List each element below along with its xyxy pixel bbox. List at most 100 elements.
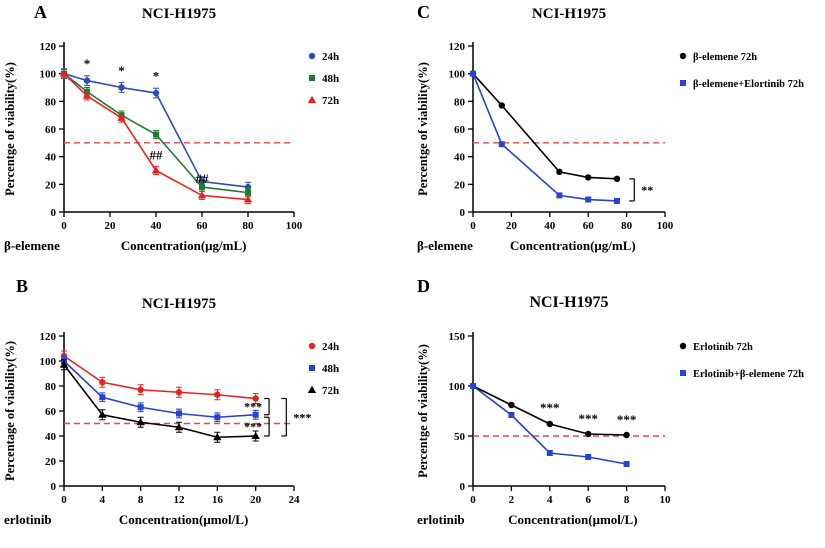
panel-letter-b: B bbox=[16, 276, 29, 296]
svg-text:erlotinib: erlotinib bbox=[417, 512, 465, 527]
svg-text:80: 80 bbox=[454, 96, 466, 108]
svg-text:50: 50 bbox=[454, 431, 466, 443]
svg-text:120: 120 bbox=[40, 41, 57, 53]
svg-text:Percentage of viability(%): Percentage of viability(%) bbox=[3, 341, 17, 481]
chart-panel-b: 0 20 40 60 80 100 120 0 4 8 12 16 20 24 Percentage of … bbox=[3, 331, 339, 527]
panel-C: C NCI-H1975 0 20 40 60 80 100 120 0 20 40 60 80 100 P… bbox=[413, 0, 825, 274]
panel-B: B NCI-H1975 0 20 40 60 80 100 120 0 4 8 12 16 20 24 Pe… bbox=[0, 274, 412, 548]
svg-text:β-elemene: β-elemene bbox=[417, 238, 473, 253]
svg-text:20: 20 bbox=[45, 179, 57, 191]
svg-text:100: 100 bbox=[286, 220, 303, 232]
svg-text:8: 8 bbox=[624, 494, 630, 506]
svg-text:10: 10 bbox=[660, 494, 672, 506]
svg-text:0: 0 bbox=[61, 220, 67, 232]
svg-text:100: 100 bbox=[657, 220, 674, 232]
panel-D: D NCI-H1975 0 50 100 150 0 2 4 6 8 10 Percentge of… bbox=[413, 274, 825, 548]
svg-text:***: *** bbox=[244, 420, 262, 434]
svg-text:20: 20 bbox=[506, 220, 518, 232]
svg-text:0: 0 bbox=[51, 481, 57, 493]
svg-text:48h: 48h bbox=[322, 73, 339, 85]
svg-text:β-elemene 72h: β-elemene 72h bbox=[693, 52, 757, 63]
svg-text:0: 0 bbox=[61, 494, 67, 506]
svg-text:***: *** bbox=[244, 400, 262, 414]
svg-text:β-elemene+Elortinib 72h: β-elemene+Elortinib 72h bbox=[693, 79, 804, 90]
svg-text:60: 60 bbox=[197, 220, 209, 232]
svg-text:0: 0 bbox=[460, 481, 466, 493]
chart-panel-c: 0 20 40 60 80 100 120 0 20 40 60 80 100 Percentge of … bbox=[416, 41, 804, 253]
panel-letter-a: A bbox=[34, 2, 47, 22]
svg-text:Erlotinib 72h: Erlotinib 72h bbox=[693, 342, 753, 353]
svg-text:48h: 48h bbox=[322, 363, 339, 375]
svg-text:2: 2 bbox=[509, 494, 515, 506]
svg-text:20: 20 bbox=[454, 179, 466, 191]
panel-title-b: NCI-H1975 bbox=[141, 296, 217, 312]
svg-text:100: 100 bbox=[40, 69, 57, 81]
svg-text:*: * bbox=[153, 69, 160, 84]
svg-text:40: 40 bbox=[45, 152, 57, 164]
svg-text:Erlotinib+β-elemene 72h: Erlotinib+β-elemene 72h bbox=[693, 369, 804, 380]
svg-text:24: 24 bbox=[289, 494, 301, 506]
svg-text:Percentge of viability(%): Percentge of viability(%) bbox=[3, 62, 17, 196]
svg-text:Concentration(μg/mL): Concentration(μg/mL) bbox=[510, 238, 636, 253]
svg-text:60: 60 bbox=[45, 406, 57, 418]
svg-text:4: 4 bbox=[100, 494, 106, 506]
svg-text:Concentration(μmol/L): Concentration(μmol/L) bbox=[119, 512, 248, 527]
svg-text:***: *** bbox=[540, 400, 560, 415]
svg-text:80: 80 bbox=[621, 220, 633, 232]
svg-text:Concentration(μg/mL): Concentration(μg/mL) bbox=[121, 238, 247, 253]
svg-text:80: 80 bbox=[45, 381, 57, 393]
svg-text:60: 60 bbox=[45, 124, 57, 136]
svg-text:*: * bbox=[84, 56, 91, 71]
panel-title-c: NCI-H1975 bbox=[531, 6, 607, 22]
svg-text:100: 100 bbox=[449, 381, 466, 393]
svg-text:80: 80 bbox=[45, 96, 57, 108]
svg-text:16: 16 bbox=[212, 494, 224, 506]
svg-text:40: 40 bbox=[454, 152, 466, 164]
svg-text:120: 120 bbox=[449, 41, 466, 53]
svg-text:0: 0 bbox=[470, 494, 476, 506]
svg-text:24h: 24h bbox=[322, 51, 339, 63]
svg-text:24h: 24h bbox=[322, 341, 339, 353]
svg-text:***: *** bbox=[293, 410, 311, 424]
svg-text:80: 80 bbox=[243, 220, 255, 232]
svg-text:0: 0 bbox=[470, 220, 476, 232]
chart-panel-a: 0 20 40 60 80 100 120 0 20 40 60 80 100 Percentge of … bbox=[3, 41, 339, 253]
svg-text:8: 8 bbox=[138, 494, 144, 506]
svg-text:20: 20 bbox=[250, 494, 262, 506]
svg-text:40: 40 bbox=[151, 220, 163, 232]
svg-text:Concentration(μmol/L): Concentration(μmol/L) bbox=[508, 512, 637, 527]
svg-text:72h: 72h bbox=[322, 95, 339, 107]
svg-text:β-elemene: β-elemene bbox=[4, 238, 60, 253]
panel-title-a: NCI-H1975 bbox=[141, 6, 217, 22]
svg-text:##: ## bbox=[196, 171, 210, 186]
svg-text:72h: 72h bbox=[322, 385, 339, 397]
svg-text:6: 6 bbox=[585, 494, 591, 506]
svg-text:150: 150 bbox=[449, 331, 466, 343]
svg-text:##: ## bbox=[150, 147, 164, 162]
panel-letter-d: D bbox=[417, 276, 430, 296]
svg-text:*: * bbox=[118, 63, 125, 78]
svg-text:4: 4 bbox=[547, 494, 553, 506]
svg-text:40: 40 bbox=[544, 220, 556, 232]
svg-text:**: ** bbox=[641, 183, 653, 197]
chart-panel-d: 0 50 100 150 0 2 4 6 8 10 Percentge of viability(%… bbox=[416, 331, 804, 527]
svg-text:60: 60 bbox=[583, 220, 595, 232]
svg-text:100: 100 bbox=[40, 356, 57, 368]
svg-text:100: 100 bbox=[449, 69, 466, 81]
panel-A: A NCI-H1975 0 20 40 60 80 100 120 0 20 40 60 80 100 P… bbox=[0, 0, 412, 274]
svg-text:***: *** bbox=[578, 411, 598, 426]
svg-text:Percentge of viability(%): Percentge of viability(%) bbox=[416, 344, 430, 478]
svg-text:0: 0 bbox=[460, 207, 466, 219]
svg-text:20: 20 bbox=[105, 220, 117, 232]
svg-text:Percentge of viability(%): Percentge of viability(%) bbox=[416, 62, 430, 196]
svg-text:40: 40 bbox=[45, 431, 57, 443]
svg-text:12: 12 bbox=[174, 494, 186, 506]
panel-letter-c: C bbox=[417, 2, 430, 22]
svg-text:***: *** bbox=[617, 412, 637, 427]
svg-text:20: 20 bbox=[45, 456, 57, 468]
svg-text:0: 0 bbox=[51, 207, 57, 219]
svg-text:60: 60 bbox=[454, 124, 466, 136]
panel-title-d: NCI-H1975 bbox=[529, 294, 609, 311]
svg-text:120: 120 bbox=[40, 331, 57, 343]
